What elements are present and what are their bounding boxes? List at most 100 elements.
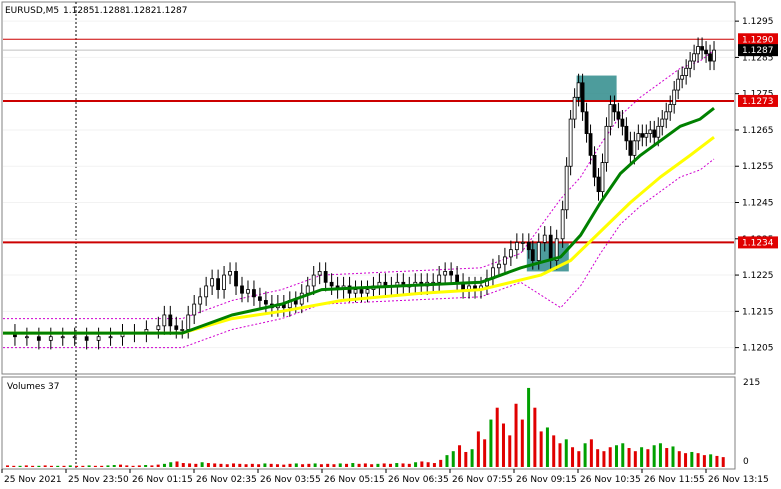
- horizontal-levels: [3, 38, 734, 244]
- volume-bar: [589, 439, 593, 467]
- candle-body: [648, 129, 653, 134]
- volume-bar: [401, 463, 405, 467]
- x-tick-label: 26 Nov 09:15: [516, 475, 577, 485]
- candle-body: [624, 125, 629, 142]
- candle-body: [443, 271, 448, 276]
- candle-body: [576, 82, 581, 98]
- x-tick-label: 26 Nov 13:15: [708, 475, 769, 485]
- x-tick-label: 25 Nov 23:50: [68, 475, 129, 485]
- candle-body: [497, 263, 501, 269]
- volume-bar: [43, 465, 47, 467]
- volume-bar: [100, 465, 104, 467]
- x-tick-label: 26 Nov 03:55: [260, 475, 321, 485]
- volume-bar: [627, 448, 631, 467]
- y-tick-label: 1.1265: [742, 126, 774, 136]
- candle-body: [323, 271, 328, 283]
- volume-bar: [684, 453, 688, 467]
- volume-bar: [483, 439, 487, 467]
- volume-bar: [232, 463, 236, 467]
- candle-body: [588, 133, 593, 156]
- candle-body: [542, 234, 547, 243]
- candle-body: [24, 336, 29, 339]
- volume-bar: [608, 447, 612, 467]
- envelope-bands: [3, 49, 715, 349]
- ohlc-open: 1.1285: [63, 6, 95, 16]
- candle-body: [554, 238, 559, 261]
- volume-bar: [37, 465, 41, 467]
- volume-bar: [552, 435, 556, 467]
- volume-bar: [244, 464, 248, 467]
- volume-bar: [633, 451, 637, 467]
- volume-bar: [288, 463, 292, 467]
- volume-bar: [596, 449, 600, 467]
- y-tick-label: 1.1275: [742, 90, 774, 100]
- volume-bar: [150, 465, 154, 467]
- candle-body: [526, 242, 531, 251]
- volume-bar: [533, 407, 537, 467]
- volume-bar: [162, 463, 166, 467]
- volume-bar: [282, 464, 286, 467]
- volume-bar: [219, 463, 223, 467]
- candle-body: [640, 133, 645, 138]
- candle-body: [656, 125, 661, 138]
- y-tick-label: 1.1215: [742, 307, 774, 317]
- volume-bar: [188, 463, 192, 467]
- volume-bar: [665, 448, 669, 467]
- volume-bar: [407, 463, 411, 467]
- volume-bar: [263, 463, 267, 467]
- volume-bar: [439, 459, 443, 467]
- candle-body: [258, 296, 262, 301]
- candle-body: [700, 46, 704, 51]
- candle-body: [437, 274, 442, 283]
- y-tick-label: 1.1285: [742, 53, 774, 63]
- candle-body: [192, 303, 197, 316]
- candle-body: [514, 242, 519, 251]
- volume-bar: [495, 407, 499, 467]
- candle-body: [198, 296, 203, 305]
- volume-bar: [49, 465, 53, 467]
- ohlc-low: 1.1282: [125, 6, 157, 16]
- volume-bar: [225, 464, 229, 467]
- candle-body: [580, 82, 585, 113]
- price-tag-label: 1.1290: [742, 35, 774, 45]
- y-tick-label: 1.1295: [742, 17, 774, 27]
- candle-body: [180, 329, 185, 331]
- candle-body: [530, 249, 535, 261]
- volume-bar: [652, 445, 656, 467]
- volume-bar: [351, 463, 355, 467]
- candle-body: [712, 49, 716, 62]
- volume-bar: [68, 465, 72, 467]
- volume-bar: [715, 455, 719, 467]
- volume-bar: [451, 451, 455, 467]
- candle-body: [584, 111, 589, 134]
- volume-bar: [646, 449, 650, 467]
- candle-body: [652, 129, 657, 138]
- volume-bar: [690, 451, 694, 467]
- y-tick-label: 1.1225: [742, 271, 774, 281]
- candle-body: [564, 165, 569, 211]
- volume-bar: [257, 464, 261, 467]
- volume-bar: [382, 463, 386, 467]
- symbol-label: EURUSD,M5: [5, 6, 59, 16]
- volume-bar: [18, 465, 22, 467]
- volume-bar: [677, 451, 681, 467]
- volume-bar: [319, 464, 323, 467]
- volume-title: Volumes 37: [7, 382, 59, 392]
- volume-bar: [75, 465, 79, 467]
- candle-body: [664, 111, 669, 120]
- x-tick-label: 26 Nov 05:15: [324, 475, 385, 485]
- volume-bar: [476, 431, 480, 467]
- volume-scale-max: 215: [743, 378, 760, 388]
- volume-bar: [81, 465, 85, 467]
- candle-body: [620, 118, 625, 127]
- volume-bar: [175, 461, 179, 467]
- ma-slow-line: [3, 136, 715, 335]
- candle-body: [680, 75, 685, 80]
- candle-body: [548, 234, 553, 261]
- volume-bar: [338, 463, 342, 467]
- volume-bar: [545, 427, 549, 467]
- candle-body: [240, 285, 244, 294]
- candle-body: [186, 314, 191, 330]
- volume-bar: [169, 462, 173, 467]
